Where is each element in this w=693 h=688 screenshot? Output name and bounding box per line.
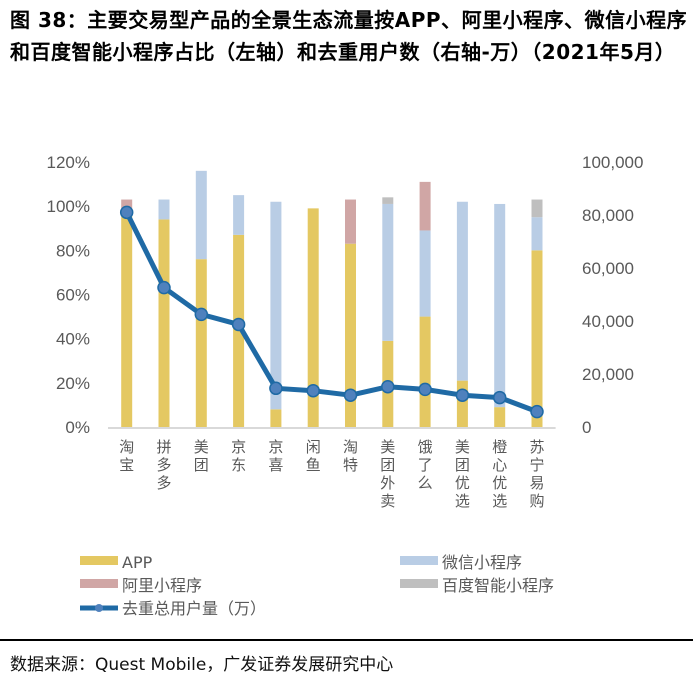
line-point — [381, 379, 395, 394]
bar-segment — [345, 199, 356, 244]
category-label-char: 美 — [194, 438, 209, 456]
chart: 0% 20% 40% 60% 80% 100% 120% 0 20,000 40,000 60,00… — [47, 153, 644, 618]
bar-segment — [158, 219, 170, 427]
line-point — [455, 388, 470, 402]
divider — [0, 639, 693, 641]
category-label-char: 心 — [492, 456, 507, 474]
legend-swatch — [80, 579, 118, 588]
category-label-char: 宁 — [529, 456, 544, 474]
bar-segment — [345, 243, 356, 427]
bar-segment — [419, 230, 431, 317]
category-label-char: 淘 — [119, 438, 134, 456]
bar-segment — [456, 201, 468, 381]
category-label-char: 京 — [268, 438, 283, 456]
category-label-char: 鱼 — [306, 456, 321, 474]
left-tick-label: 20% — [56, 374, 90, 393]
legend-swatch — [400, 556, 438, 565]
line-point — [492, 390, 507, 405]
bar-segment — [419, 316, 431, 427]
right-tick-label: 20,000 — [582, 365, 634, 384]
right-tick-label: 60,000 — [582, 259, 634, 278]
category-label-char: 多 — [156, 456, 171, 474]
category-label-char: 喜 — [268, 456, 283, 474]
line-point — [231, 317, 246, 332]
bar-segment — [531, 199, 543, 218]
line-point — [157, 280, 171, 295]
line-point — [194, 307, 209, 322]
left-tick-label: 0% — [65, 418, 90, 437]
line-point — [530, 404, 544, 419]
line-point — [418, 382, 432, 397]
category-label-char: 么 — [418, 474, 433, 492]
bar-segment — [419, 181, 431, 231]
category-label-char: 特 — [343, 456, 358, 474]
bar-segment — [494, 203, 506, 408]
legend-label: APP — [122, 553, 153, 572]
category-label-char: 团 — [455, 456, 470, 474]
category-label-char: 宝 — [119, 456, 134, 474]
category-label-char: 选 — [492, 492, 507, 510]
bar-segment — [494, 407, 506, 427]
legend-label: 阿里小程序 — [122, 576, 202, 595]
user-count-line — [124, 211, 538, 414]
category-label-char: 苏 — [529, 438, 544, 456]
bar-segment — [456, 380, 468, 427]
left-tick-label: 80% — [56, 241, 90, 260]
legend-line-marker — [95, 604, 103, 612]
left-tick-label: 40% — [56, 330, 90, 349]
category-label-char: 美 — [380, 438, 395, 456]
category-label-char: 闲 — [306, 438, 321, 456]
chart-title: 图 38：主要交易型产品的全景生态流量按APP、阿里小程序、微信小程序和百度智能… — [10, 8, 688, 64]
category-label-char: 了 — [418, 456, 433, 474]
category-label-char: 京 — [231, 438, 246, 456]
bar-segment — [195, 170, 207, 260]
left-tick-label: 60% — [56, 286, 90, 305]
category-label-char: 团 — [380, 456, 395, 474]
right-tick-label: 40,000 — [582, 312, 634, 331]
category-label-char: 优 — [455, 474, 470, 492]
bar-segment — [158, 199, 170, 220]
bar-segment — [531, 250, 543, 427]
right-tick-label: 0 — [582, 418, 591, 437]
category-label-char: 优 — [492, 474, 507, 492]
bar-segment — [382, 197, 394, 204]
category-label-char: 橙 — [492, 438, 507, 456]
bar-segment — [382, 203, 394, 341]
category-label-char: 卖 — [380, 492, 395, 510]
legend-label: 去重总用户量（万） — [122, 599, 266, 618]
category-label-char: 淘 — [343, 438, 358, 456]
line-point — [306, 383, 320, 398]
bar-segment — [195, 259, 207, 427]
category-label-char: 购 — [529, 492, 544, 510]
category-label-char: 选 — [455, 492, 470, 510]
bar-segment — [531, 217, 543, 251]
legend-swatch — [80, 556, 118, 565]
category-label-char: 团 — [194, 456, 209, 474]
right-tick-label: 100,000 — [582, 153, 643, 172]
right-tick-label: 80,000 — [582, 206, 634, 225]
bar-segment — [270, 409, 282, 427]
line-point — [343, 388, 358, 402]
category-label-char: 饿 — [418, 438, 433, 456]
bar-segment — [270, 201, 282, 410]
legend-label: 百度智能小程序 — [442, 576, 554, 595]
left-tick-label: 120% — [47, 153, 90, 172]
legend-swatch — [400, 579, 438, 588]
category-label-char: 外 — [380, 474, 395, 492]
left-tick-label: 100% — [47, 197, 90, 216]
category-label-char: 多 — [156, 474, 171, 492]
bar-segment — [121, 210, 133, 427]
bar-segment — [307, 208, 319, 427]
bar-segment — [121, 199, 133, 211]
bar-segment — [233, 195, 245, 235]
category-label-char: 拼 — [156, 438, 171, 456]
line-point — [269, 381, 283, 396]
source-note: 数据来源：Quest Mobile，广发证券发展研究中心 — [10, 655, 394, 675]
category-label-char: 东 — [231, 456, 246, 474]
category-label-char: 易 — [529, 474, 544, 492]
line-point — [119, 205, 134, 220]
category-label-char: 美 — [455, 438, 470, 456]
legend-label: 微信小程序 — [442, 553, 522, 572]
